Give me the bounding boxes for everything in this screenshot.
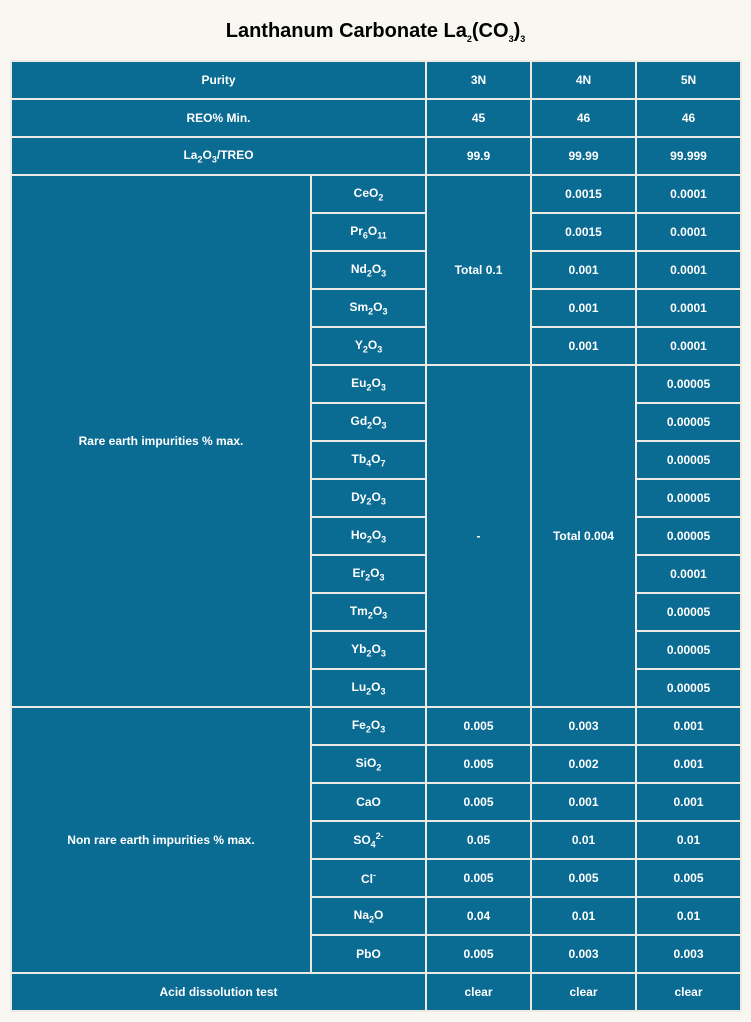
page-title: Lanthanum Carbonate La2(CO3)3 <box>10 20 741 44</box>
cell: 0.005 <box>426 745 531 783</box>
cell: 0.00005 <box>636 441 741 479</box>
formula-cell: Lu2O3 <box>311 669 426 707</box>
cell: 0.005 <box>531 859 636 897</box>
cell: 0.002 <box>531 745 636 783</box>
cell: Total 0.004 <box>531 365 636 707</box>
cell: 0.003 <box>636 935 741 973</box>
header-purity: Purity <box>11 61 426 99</box>
spec-table: Purity 3N 4N 5N REO% Min. 45 46 46 La2O3… <box>10 60 742 1012</box>
cell: 0.01 <box>636 897 741 935</box>
cell: 0.005 <box>426 935 531 973</box>
cell: clear <box>636 973 741 1011</box>
cell: 0.00005 <box>636 365 741 403</box>
table-row: Acid dissolution test clear clear clear <box>11 973 741 1011</box>
cell: 0.01 <box>531 897 636 935</box>
formula-cell: Nd2O3 <box>311 251 426 289</box>
cell: 0.0001 <box>636 251 741 289</box>
table-row: Rare earth impurities % max. CeO2 Total … <box>11 175 741 213</box>
formula-cell: CeO2 <box>311 175 426 213</box>
cell: 0.005 <box>426 707 531 745</box>
cell: 0.01 <box>531 821 636 859</box>
header-4n: 4N <box>531 61 636 99</box>
formula-cell: Eu2O3 <box>311 365 426 403</box>
cell: 0.0001 <box>636 175 741 213</box>
cell: 0.001 <box>531 251 636 289</box>
header-3n: 3N <box>426 61 531 99</box>
formula-cell: SiO2 <box>311 745 426 783</box>
cell: 0.005 <box>426 783 531 821</box>
cell: 46 <box>636 99 741 137</box>
formula-cell: Tb4O7 <box>311 441 426 479</box>
cell: 0.0015 <box>531 213 636 251</box>
cell: 0.001 <box>531 327 636 365</box>
title-text: (CO <box>472 20 509 42</box>
table-row: REO% Min. 45 46 46 <box>11 99 741 137</box>
formula-cell: Fe2O3 <box>311 707 426 745</box>
cell: 0.0001 <box>636 555 741 593</box>
cell: 0.001 <box>636 783 741 821</box>
table-row: Purity 3N 4N 5N <box>11 61 741 99</box>
cell: 99.999 <box>636 137 741 175</box>
cell: 0.00005 <box>636 631 741 669</box>
cell: Total 0.1 <box>426 175 531 365</box>
cell: 46 <box>531 99 636 137</box>
cell: 99.9 <box>426 137 531 175</box>
formula-cell: Ho2O3 <box>311 517 426 555</box>
table-row: La2O3/TREO 99.9 99.99 99.999 <box>11 137 741 175</box>
cell: - <box>426 365 531 707</box>
cell: 0.00005 <box>636 403 741 441</box>
cell: 0.00005 <box>636 479 741 517</box>
acid-label: Acid dissolution test <box>11 973 426 1011</box>
rare-label: Rare earth impurities % max. <box>11 175 311 707</box>
title-text: Lanthanum Carbonate La <box>226 20 467 42</box>
cell: 0.003 <box>531 707 636 745</box>
cell: 99.99 <box>531 137 636 175</box>
cell: 0.04 <box>426 897 531 935</box>
formula-cell: PbO <box>311 935 426 973</box>
formula-cell: Yb2O3 <box>311 631 426 669</box>
cell: 0.003 <box>531 935 636 973</box>
cell: 0.001 <box>531 783 636 821</box>
formula-cell: Dy2O3 <box>311 479 426 517</box>
cell: 0.001 <box>636 707 741 745</box>
cell: 0.00005 <box>636 669 741 707</box>
formula-cell: Tm2O3 <box>311 593 426 631</box>
reo-label: REO% Min. <box>11 99 426 137</box>
cell: 0.0001 <box>636 213 741 251</box>
formula-cell: Sm2O3 <box>311 289 426 327</box>
formula-cell: Na2O <box>311 897 426 935</box>
cell: 0.005 <box>636 859 741 897</box>
cell: 0.01 <box>636 821 741 859</box>
formula-cell: CaO <box>311 783 426 821</box>
nonrare-label: Non rare earth impurities % max. <box>11 707 311 973</box>
cell: 45 <box>426 99 531 137</box>
formula-cell: SO42- <box>311 821 426 859</box>
formula-cell: Gd2O3 <box>311 403 426 441</box>
formula-cell: Er2O3 <box>311 555 426 593</box>
cell: clear <box>426 973 531 1011</box>
cell: 0.005 <box>426 859 531 897</box>
cell: clear <box>531 973 636 1011</box>
title-sub: 3 <box>520 34 525 44</box>
cell: 0.00005 <box>636 517 741 555</box>
header-5n: 5N <box>636 61 741 99</box>
cell: 0.0001 <box>636 289 741 327</box>
cell: 0.05 <box>426 821 531 859</box>
cell: 0.001 <box>531 289 636 327</box>
formula-cell: Pr6O11 <box>311 213 426 251</box>
cell: 0.0015 <box>531 175 636 213</box>
treo-label: La2O3/TREO <box>11 137 426 175</box>
formula-cell: Y2O3 <box>311 327 426 365</box>
cell: 0.0001 <box>636 327 741 365</box>
table-row: Non rare earth impurities % max. Fe2O3 0… <box>11 707 741 745</box>
formula-cell: Cl- <box>311 859 426 897</box>
cell: 0.00005 <box>636 593 741 631</box>
cell: 0.001 <box>636 745 741 783</box>
